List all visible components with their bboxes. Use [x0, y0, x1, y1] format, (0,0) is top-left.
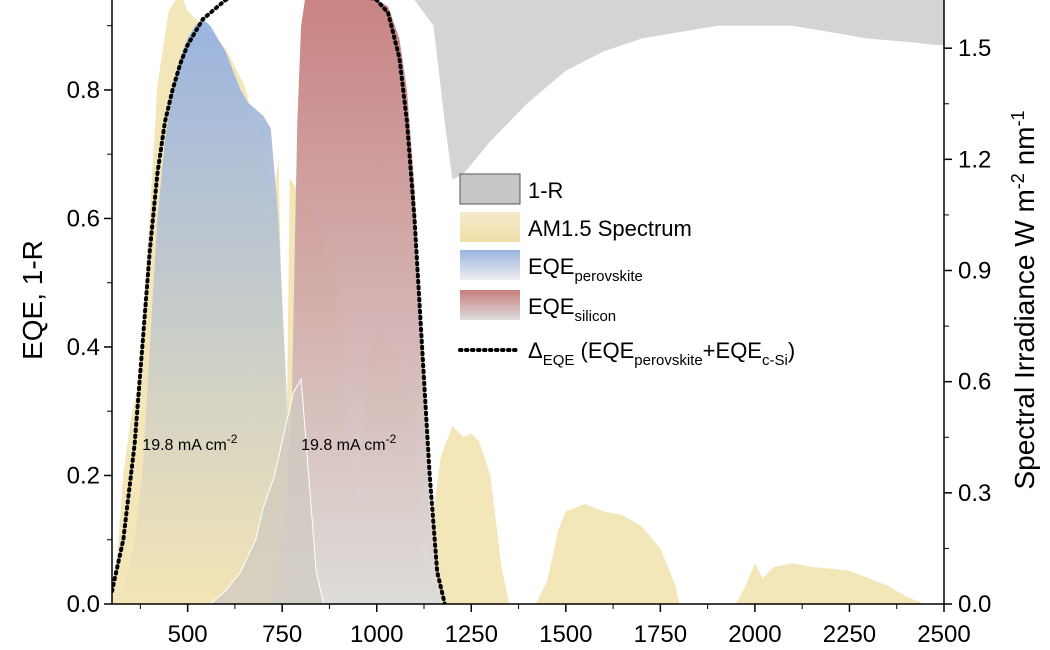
y-right-tick-label: 0.9 [958, 258, 991, 285]
legend-item: EQEsilicon [460, 290, 616, 325]
legend-label: ΔEQE (EQEperovskite+EQEc-Si) [528, 338, 795, 369]
plot-area [112, 0, 944, 604]
y-right-axis-title: Spectral Irradiance W m-2 nm-1 [1008, 110, 1040, 489]
y-right-tick-label: 1.5 [958, 35, 991, 62]
series-eqe-perovskite [112, 19, 302, 604]
x-tick-label: 500 [168, 621, 208, 648]
series-1-R [112, 0, 944, 180]
y-left-tick-label: 0.8 [67, 77, 100, 104]
y-right-tick-label: 0.0 [958, 591, 991, 618]
legend-swatch [460, 290, 520, 320]
x-tick-label: 1000 [350, 621, 403, 648]
legend-item: 1-R [459, 173, 563, 205]
legend-label: EQEsilicon [528, 294, 616, 325]
y-left-axis-title: EQE, 1-R [17, 240, 48, 360]
series-delta-eqe [112, 0, 447, 604]
x-tick-label: 2000 [728, 621, 781, 648]
series-eqe-silicon [270, 0, 445, 604]
x-tick-label: 2250 [823, 621, 876, 648]
x-tick-label: 1250 [445, 621, 498, 648]
x-tick-label: 750 [262, 621, 302, 648]
legend-label: EQEperovskite [528, 254, 643, 285]
annotations: 19.8 mA cm-2 19.8 mA cm-2 [142, 432, 396, 454]
y-right-tick-label: 0.6 [958, 369, 991, 396]
legend-swatch [460, 212, 520, 242]
y-right-tick-label: 0.3 [958, 480, 991, 507]
axes: 500 750 1000 1250 1500 1750 2000 2250 2500 0.0 0.2… [17, 0, 1040, 648]
legend: 1-R AM1.5 Spectrum EQEperovskite EQEsilicon… [458, 173, 795, 369]
x-tick-label: 2500 [917, 621, 970, 648]
y-left-tick-label: 0.0 [67, 591, 100, 618]
y-left-tick-label: 0.2 [67, 462, 100, 489]
legend-swatch [460, 250, 520, 280]
y-left-tick-label: 0.6 [67, 205, 100, 232]
legend-swatch [459, 173, 521, 205]
x-tick-label: 1500 [539, 621, 592, 648]
x-tick-label: 1750 [634, 621, 687, 648]
legend-label: 1-R [528, 178, 563, 203]
legend-item: AM1.5 Spectrum [460, 212, 692, 242]
current-density-label: 19.8 mA cm-2 [142, 432, 237, 454]
legend-label: AM1.5 Spectrum [528, 216, 692, 241]
series-1-R-lower [149, 377, 325, 604]
y-left-tick-label: 0.4 [67, 334, 100, 361]
current-density-label: 19.8 mA cm-2 [301, 432, 396, 454]
legend-item: ΔEQE (EQEperovskite+EQEc-Si) [458, 338, 795, 369]
y-right-tick-label: 1.2 [958, 146, 991, 173]
legend-item: EQEperovskite [460, 250, 643, 285]
